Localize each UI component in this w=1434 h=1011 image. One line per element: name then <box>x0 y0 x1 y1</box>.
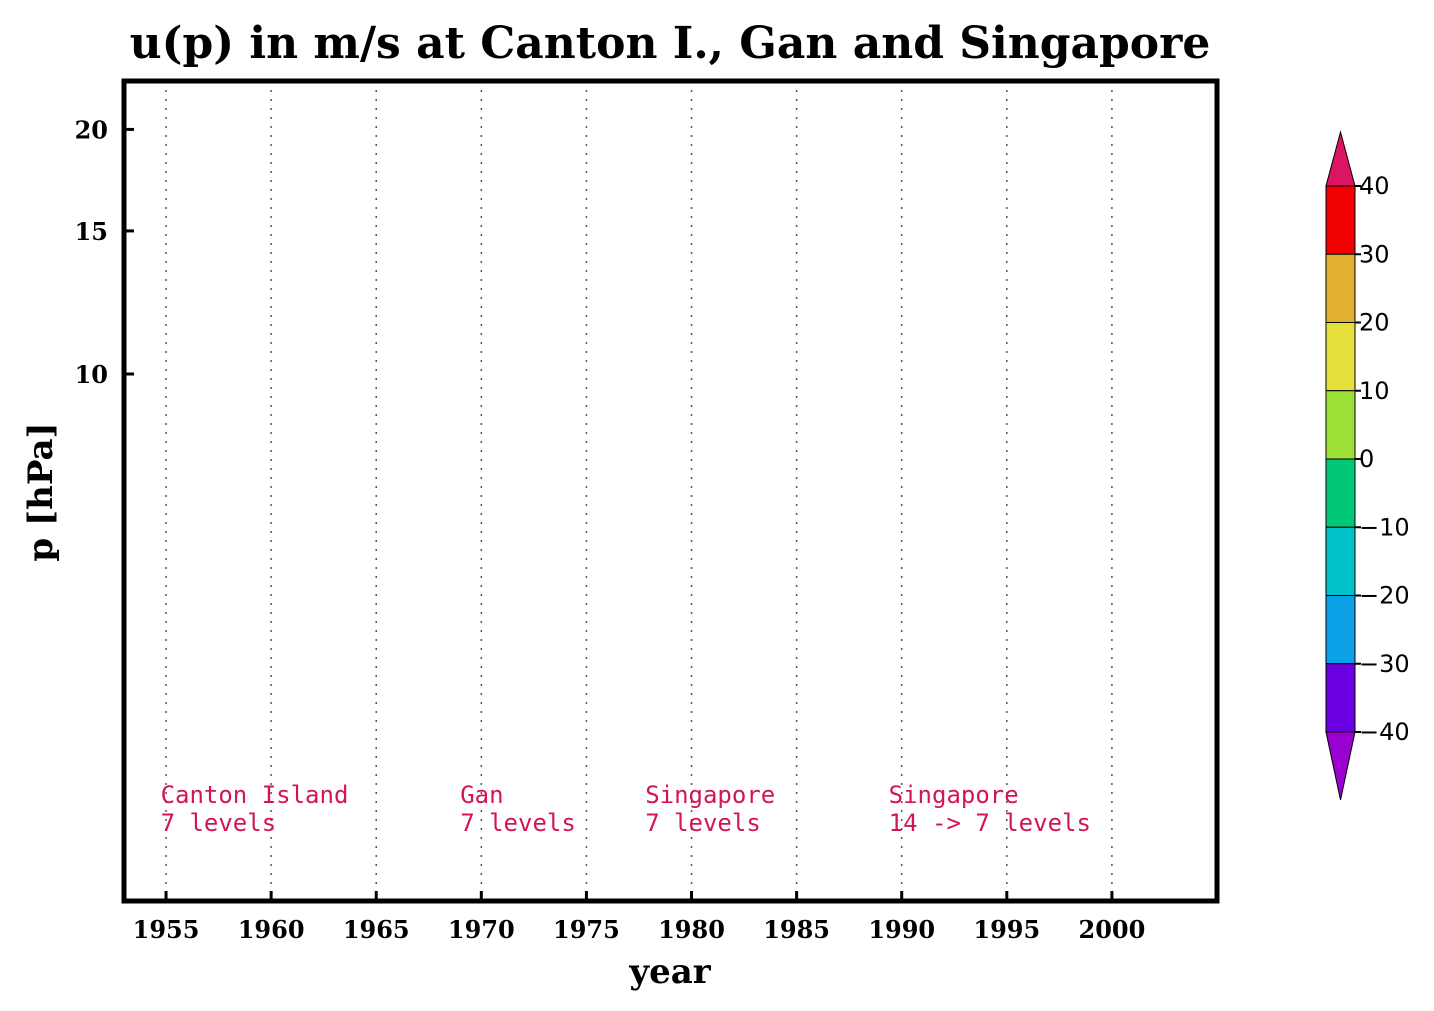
x-tick-label: 1965 <box>343 915 410 944</box>
colorbar-tick-label: 30 <box>1359 240 1390 268</box>
colorbar-tick-label: −40 <box>1359 718 1410 746</box>
segment-label: 7 levels <box>645 809 761 837</box>
x-tick-label: 1990 <box>868 915 935 944</box>
zero-wind-contour <box>106 0 117 374</box>
colorbar-swatch <box>1325 322 1356 392</box>
wind-band <box>1231 0 1246 374</box>
zero-wind-contour <box>1233 0 1244 374</box>
x-tick-label: 1980 <box>658 915 725 944</box>
wind-band <box>100 0 115 374</box>
x-tick-label: 1985 <box>763 915 830 944</box>
colorbar-tick-label: −20 <box>1359 582 1410 610</box>
segment-label: Singapore <box>645 781 775 809</box>
y-axis-label: p [hPa] <box>21 422 61 561</box>
colorbar-extend-bottom <box>1325 731 1356 801</box>
colorbar-extend-top <box>1325 130 1356 187</box>
wind-band <box>91 0 106 374</box>
colorbar-tick-label: 10 <box>1359 377 1390 405</box>
wind-band <box>1217 0 1232 374</box>
y-tick-label: 10 <box>75 360 108 389</box>
wind-band <box>1222 0 1237 374</box>
missing-data-region <box>124 375 184 468</box>
segment-label: Singapore <box>889 781 1019 809</box>
segment-label: 14 -> 7 levels <box>889 809 1091 837</box>
chart-title: u(p) in m/s at Canton I., Gan and Singap… <box>130 18 1211 69</box>
colorbar-swatch <box>1325 526 1356 596</box>
colorbar-swatch <box>1325 185 1356 255</box>
colorbar-swatch <box>1325 253 1356 323</box>
wind-band <box>82 0 97 374</box>
wind-band <box>1226 0 1241 374</box>
colorbar-tick-label: 0 <box>1359 445 1374 473</box>
x-tick-label: 2000 <box>1079 915 1146 944</box>
x-gridlines <box>165 81 1113 901</box>
y-tick-label: 15 <box>75 217 108 246</box>
colorbar-tick-label: 20 <box>1359 309 1390 337</box>
wind-band <box>1253 0 1268 374</box>
colorbar-swatch <box>1325 663 1356 733</box>
colorbar-swatch <box>1325 458 1356 528</box>
segment-label: Canton Island <box>161 781 349 809</box>
wind-band <box>86 0 101 374</box>
wind-band <box>1235 0 1250 374</box>
colorbar-swatch <box>1325 595 1356 665</box>
y-tick-label: 30 <box>75 0 108 1</box>
segment-label: 7 levels <box>161 809 277 837</box>
colorbar: 40 30 20 10 0 −10 −20 −30 −40 <box>1325 130 1410 801</box>
wind-band <box>1240 0 1255 374</box>
x-tick-label: 1955 <box>133 915 200 944</box>
x-axis-label: year <box>628 952 711 992</box>
y-axis-ticks: 10152030405070 <box>75 0 134 389</box>
colorbar-tick-label: 40 <box>1359 172 1390 200</box>
y-tick-label: 20 <box>75 115 108 144</box>
wind-band <box>104 0 119 374</box>
x-tick-label: 1960 <box>238 915 305 944</box>
wind-band <box>1248 0 1263 374</box>
x-tick-label: 1970 <box>448 915 515 944</box>
colorbar-tick-label: −10 <box>1359 513 1410 541</box>
heatmap-area <box>82 0 1268 468</box>
colorbar-tick-label: −30 <box>1359 650 1410 678</box>
segment-label: Gan <box>460 781 503 809</box>
x-tick-label: 1995 <box>973 915 1040 944</box>
plot-frame <box>121 78 1220 904</box>
colorbar-swatch <box>1325 390 1356 460</box>
x-tick-label: 1975 <box>553 915 620 944</box>
zero-wind-contour <box>84 0 95 374</box>
segment-label: 7 levels <box>460 809 576 837</box>
wind-band <box>1244 0 1259 374</box>
wind-band <box>95 0 110 374</box>
x-axis-ticks: 1955 1960 1965 1970 1975 1980 1985 1990 1995 2000 <box>133 891 1146 944</box>
